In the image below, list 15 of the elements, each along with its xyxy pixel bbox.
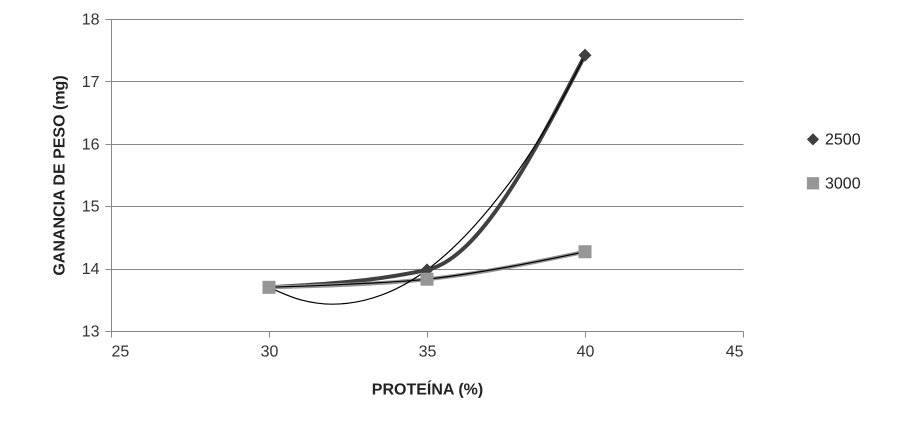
x-tick-label: 40 xyxy=(576,344,594,360)
x-tick-label: 35 xyxy=(418,344,436,360)
x-tick-label: 30 xyxy=(260,344,278,360)
y-tick-label: 16 xyxy=(82,136,100,154)
legend-label: 3000 xyxy=(825,175,861,192)
y-tick-label: 13 xyxy=(82,324,100,340)
y-tick-label: 15 xyxy=(82,198,100,216)
y-axis-title: GANANCIA DE PESO (mg) xyxy=(52,75,69,276)
legend-label: 2500 xyxy=(825,131,861,148)
y-tick-label: 18 xyxy=(82,12,100,28)
y-tick-label: 17 xyxy=(82,74,100,91)
x-axis-title: PROTEÍNA (%) xyxy=(372,380,484,398)
y-tick-label: 14 xyxy=(82,261,100,278)
x-tick-label: 25 xyxy=(112,344,130,360)
x-tick-label: 45 xyxy=(726,344,744,360)
